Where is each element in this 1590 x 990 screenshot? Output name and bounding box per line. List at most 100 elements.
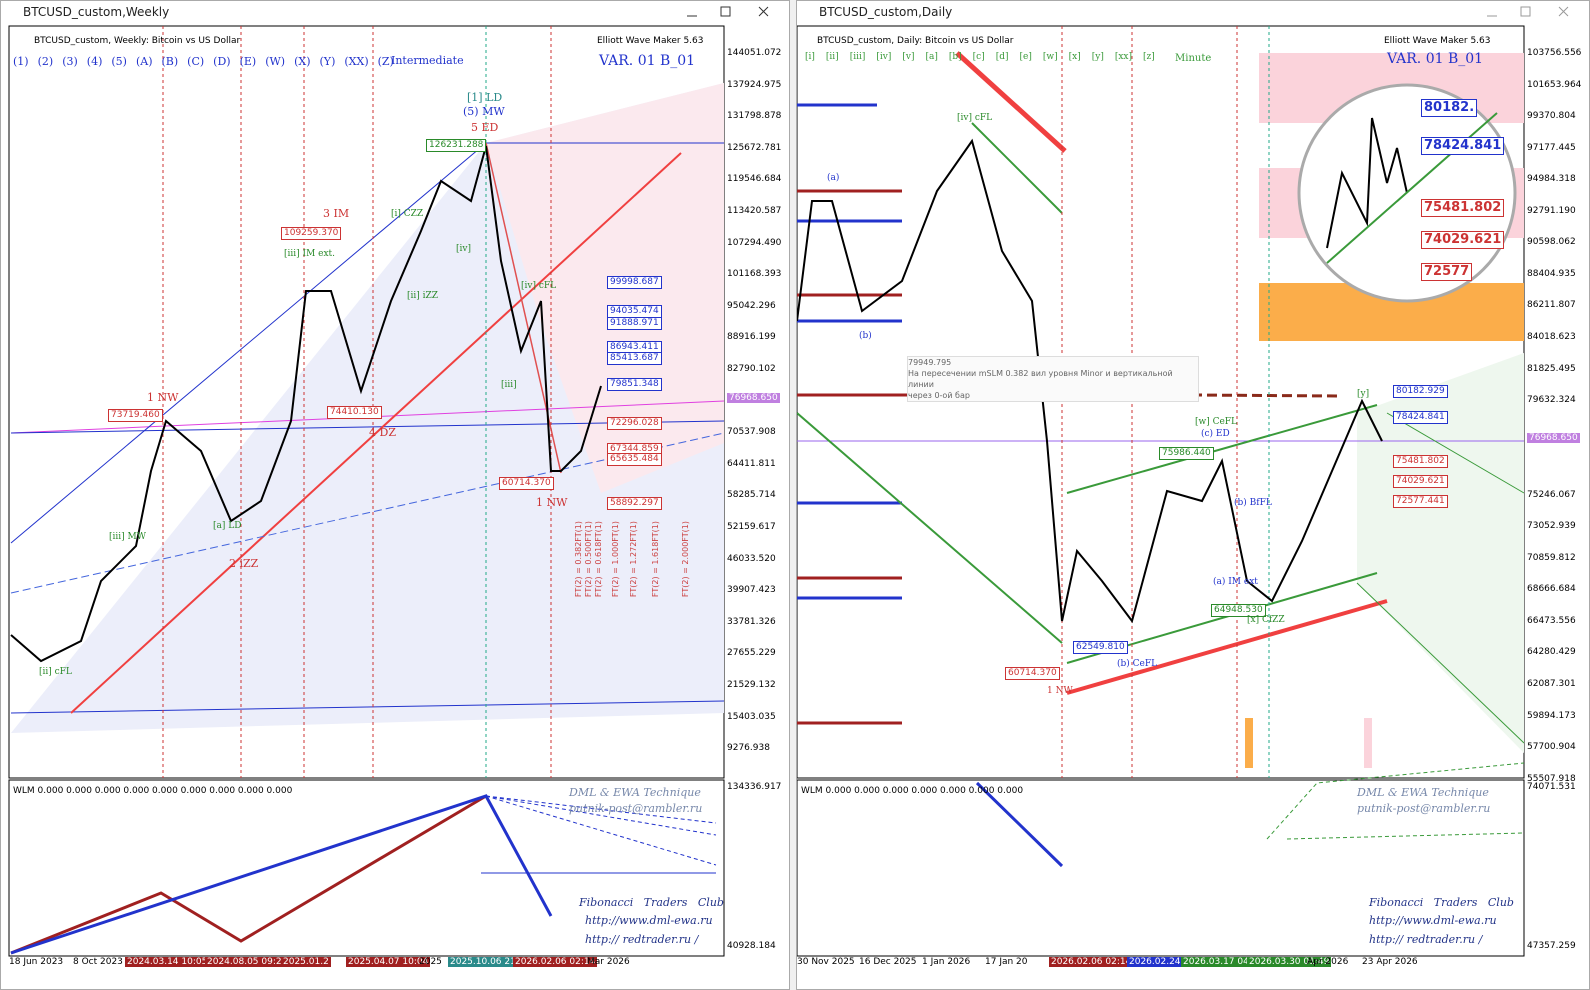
- price-tick: 75246.067: [1527, 489, 1576, 500]
- wave-button[interactable]: (XX): [344, 55, 369, 68]
- price-tick: 21529.132: [727, 680, 776, 690]
- wave-button[interactable]: [i]: [805, 52, 815, 62]
- wave-button[interactable]: (Z): [377, 55, 394, 68]
- price-tick: 88916.199: [727, 332, 776, 343]
- price-tick: 103756.556: [1527, 48, 1582, 58]
- fib-label: FT(2) = 0.382FT(1): [574, 521, 583, 598]
- price-tick: 68666.684: [1527, 584, 1576, 595]
- price-tick: 86211.807: [1527, 300, 1576, 311]
- credit: DML & EWA Technique: [569, 786, 701, 799]
- sub-axis-tick: 134336.917: [727, 782, 782, 792]
- credit: http://www.dml-ewa.ru: [1369, 914, 1497, 927]
- fib-label: FT(2) = 0.618FT(1): [594, 521, 603, 598]
- wave-button[interactable]: [iii]: [849, 52, 866, 62]
- wave-label: [1] LD: [467, 91, 503, 104]
- window-controls[interactable]: [1479, 1, 1589, 23]
- wave-button[interactable]: (1): [13, 55, 29, 68]
- wave-label: (5) MW: [463, 105, 505, 118]
- wave-button[interactable]: (Y): [319, 55, 336, 68]
- price-tick: 84018.623: [1527, 331, 1576, 342]
- wave-button[interactable]: [y]: [1091, 52, 1104, 62]
- price-tick: 97177.445: [1527, 142, 1576, 153]
- indicator-name: Elliott Wave Maker 5.63: [1384, 36, 1491, 46]
- wave-label: [a] LD: [213, 521, 242, 531]
- price-label: 80182.929: [1393, 385, 1448, 398]
- time-tick: 2024.08.05 09:24: [205, 957, 290, 967]
- price-label: 74029.621: [1393, 475, 1448, 488]
- price-label: 85413.687: [607, 352, 662, 365]
- price-tick: 95042.296: [727, 300, 776, 311]
- time-tick: 2025.04.07 10:04: [346, 957, 431, 967]
- wave-button[interactable]: (A): [135, 55, 153, 68]
- credit: http://www.dml-ewa.ru: [585, 914, 713, 927]
- price-tick: 107294.490: [727, 237, 782, 248]
- wave-button[interactable]: (C): [187, 55, 205, 68]
- wave-button[interactable]: (4): [86, 55, 103, 68]
- price-tick: 70537.908: [727, 427, 776, 438]
- wave-button[interactable]: (2): [37, 55, 54, 68]
- wave-label: (b) CeFL: [1117, 659, 1158, 669]
- tooltip: 79949.795 На пересечении mSLM 0.382 вил …: [907, 356, 1199, 402]
- wave-label: [x] CfZZ: [1247, 615, 1285, 625]
- credit: putnik-post@rambler.ru: [569, 802, 703, 815]
- wave-label: 5 ED: [471, 121, 499, 134]
- zoom-label: 80182.: [1421, 99, 1478, 117]
- variant: VAR. 01 B_01: [599, 53, 696, 69]
- wave-button[interactable]: [d]: [995, 52, 1009, 62]
- wave-label: [iii] IM ext.: [284, 249, 336, 259]
- window-title: BTCUSD_custom,Daily: [797, 1, 1589, 23]
- wave-button[interactable]: [x]: [1068, 52, 1081, 62]
- wave-button[interactable]: [iv]: [876, 52, 892, 62]
- wave-degree: Intermediate: [391, 54, 464, 67]
- price-label: 58892.297: [607, 497, 662, 510]
- wave-label: 2 iZZ: [229, 557, 259, 570]
- wave-button[interactable]: [e]: [1019, 52, 1032, 62]
- wave-button[interactable]: (B): [161, 55, 179, 68]
- wave-button[interactable]: [z]: [1143, 52, 1155, 62]
- wave-button[interactable]: (D): [213, 55, 231, 68]
- credit: Fibonacci Traders Club: [579, 896, 724, 909]
- wave-button[interactable]: [b]: [948, 52, 962, 62]
- chart-header: BTCUSD_custom, Daily: Bitcoin vs US Doll…: [817, 36, 1014, 46]
- price-tick: 64280.429: [1527, 647, 1576, 658]
- price-tick: 137924.975: [727, 79, 782, 90]
- chart-header: BTCUSD_custom, Weekly: Bitcoin vs US Dol…: [34, 36, 241, 46]
- time-tick: 2026.02.06 02:14: [1049, 957, 1134, 967]
- wave-button[interactable]: (3): [62, 55, 78, 68]
- wave-button[interactable]: (X): [294, 55, 311, 68]
- price-tick: 125672.781: [727, 142, 782, 153]
- price-label: 60714.370: [499, 477, 554, 490]
- wave-button[interactable]: [a]: [925, 52, 938, 62]
- wave-button[interactable]: [w]: [1042, 52, 1058, 62]
- price-label: 99998.687: [607, 276, 662, 289]
- wave-degree: Minute: [1175, 53, 1212, 64]
- tooltip-text: На пересечении mSLM 0.382 вил уровня Min…: [908, 369, 1173, 389]
- time-tick: 2026.03.30 01:49: [1247, 957, 1332, 967]
- price-label: 75481.802: [1393, 455, 1448, 468]
- window-controls[interactable]: [679, 1, 789, 23]
- price-label: 60714.370: [1005, 667, 1060, 680]
- wave-button[interactable]: [ii]: [825, 52, 839, 62]
- daily-window: BTCUSD_custom,Daily BTCUSD_custom, Daily…: [796, 0, 1590, 990]
- time-tick: 2026.03.17 04:35: [1181, 957, 1266, 967]
- price-tick: 92791.190: [1527, 205, 1576, 216]
- price-tick: 15403.035: [727, 711, 776, 722]
- wave-button[interactable]: (W): [265, 55, 286, 68]
- wave-button[interactable]: [xx]: [1114, 52, 1133, 62]
- tooltip-text: через 0-ой бар: [908, 391, 970, 400]
- fib-label: FT(2) = 2.000FT(1): [681, 521, 690, 598]
- time-tick: 16 Dec 2025: [859, 957, 917, 967]
- wave-button[interactable]: (5): [111, 55, 127, 68]
- price-tick: 9276.938: [727, 743, 770, 754]
- wave-label: (b): [859, 331, 872, 341]
- sub-axis-tick: 74071.531: [1527, 782, 1576, 792]
- time-tick: 2025.10.06 21:5: [448, 957, 527, 967]
- wave-button[interactable]: [c]: [972, 52, 985, 62]
- price-label: 64948.530: [1211, 604, 1266, 617]
- credit: putnik-post@rambler.ru: [1357, 802, 1491, 815]
- wave-button[interactable]: [v]: [902, 52, 915, 62]
- price-tick: 101653.964: [1527, 79, 1582, 90]
- wave-button[interactable]: (E): [239, 55, 257, 68]
